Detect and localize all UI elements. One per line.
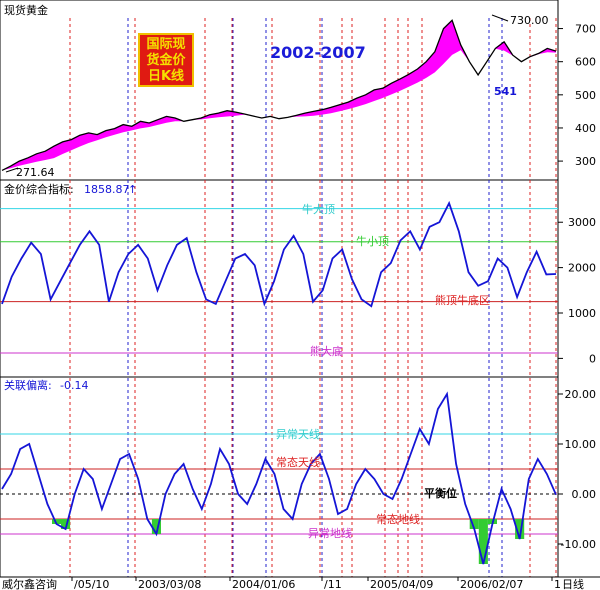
pivot-label: 541 [494,85,517,98]
index-panel-title: 金价综合指标: [4,182,74,196]
deviation-low-fill [515,519,525,539]
level-bear-top-bull-bottom: 熊顶牛底区 [435,293,490,307]
footer-date-label: 2004/01/06 [232,578,295,590]
level-normal-ground: 常态地线 [376,512,420,526]
footer-date-label: /05/10 [74,578,109,590]
price-fill-area [2,20,556,171]
y-tick-label: 0 [589,352,596,365]
footer-date-label: /11 [324,578,342,590]
deviation-panel-frame [0,376,559,578]
y-tick-label: 400 [575,122,596,135]
index-current-value: 1858.87 [84,183,130,196]
logo-line-3: 日K线 [147,69,185,84]
y-tick-label: 300 [575,155,596,168]
y-tick-label: 10.00 [565,438,597,451]
footer-company: 威尔鑫咨询 [2,577,57,590]
y-tick-label: 700 [575,23,596,36]
footer-date-label: 1 [554,578,561,590]
logo-badge: 国际现 货金价 日K线 [138,33,194,87]
logo-line-1: 国际现 [146,37,186,52]
price-panel-frame [0,0,559,181]
headline-years: 2002-2007 [270,43,366,62]
deviation-panel-title: 关联偏离: [4,378,52,392]
index-panel-frame [0,179,559,378]
y-tick-label: 500 [575,89,596,102]
deviation-low-fill [151,519,161,534]
level-normal-sky: 常态天线 [276,455,320,469]
logo-line-2: 货金价 [146,53,186,68]
footer-period: 日线 [562,577,584,590]
horizontal-level-lines [0,208,558,535]
level-bear-big-bottom: 熊大底 [310,344,343,358]
price-panel-title: 现货黄金 [4,3,48,17]
footer-date-label: 2006/02/07 [460,578,523,590]
y-tick-label: 600 [575,56,596,69]
level-abnormal-sky: 异常天线 [276,427,320,441]
deviation-low-fill [469,519,479,529]
series-group [1,19,557,565]
deviation-low-fill [478,519,488,564]
deviation-current-value: -0.14 [60,379,88,392]
index-arrow: ↑ [128,183,137,196]
level-abnormal-ground: 异常地线 [308,526,352,540]
low-label: 271.64 [16,166,55,179]
level-balance: 平衡位 [424,486,457,500]
y-tick-label: 2000 [568,262,596,275]
level-bull-small-top: 牛小顶 [356,234,389,248]
deviation-line [1,391,557,565]
y-tick-label: 20.00 [565,388,597,401]
footer-date-label: 2005/04/09 [370,578,433,590]
deviation-low-fill [61,519,71,529]
y-tick-label: 3000 [568,216,596,229]
deviation-low-fill [52,519,62,524]
index-line [1,200,557,308]
high-marker-line [491,14,509,22]
low-marker-line [5,167,19,173]
axis-ticks: 300 400 500 600 700 0 1000 2000 3000 -10.00 0.00 10… [558,23,596,551]
price-line [1,19,557,171]
y-tick-label: -10.00 [561,538,596,551]
level-bull-big-top: 牛大顶 [302,202,335,216]
high-label: 730.00 [510,14,549,27]
y-tick-label: 0.00 [572,488,597,501]
footer-date-label: 2003/03/08 [138,578,201,590]
footer-dates: /05/10 2003/03/08 2004/01/06/11 2005/04/09 2… [71,577,561,590]
y-tick-label: 1000 [568,307,596,320]
